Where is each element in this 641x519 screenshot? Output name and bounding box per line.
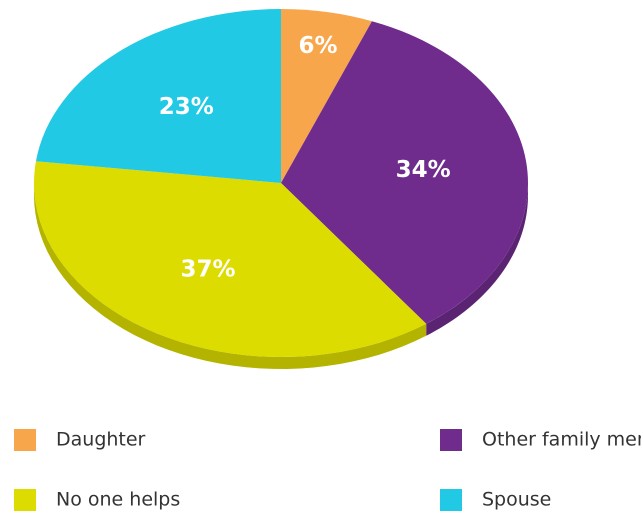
slice (281, 9, 372, 183)
slice-side-shade (34, 183, 427, 369)
data-label: 34% (396, 157, 451, 183)
legend-swatch (440, 489, 462, 511)
data-label: 23% (159, 94, 214, 120)
data-label: 6% (298, 33, 337, 59)
legend-label: Other family members (482, 429, 641, 451)
slice (33, 161, 427, 357)
legend-label: Spouse (482, 489, 551, 511)
slice-side-shade (426, 183, 528, 336)
legend-swatch (14, 429, 36, 451)
slice-side (426, 183, 528, 336)
slice-side (34, 183, 427, 369)
legend-swatch (440, 429, 462, 451)
legend-swatch (14, 489, 36, 511)
slice (281, 21, 528, 324)
legend-label: No one helps (56, 489, 180, 511)
slice (35, 9, 282, 183)
legend-label: Daughter (56, 429, 146, 451)
data-label: 37% (181, 256, 236, 282)
